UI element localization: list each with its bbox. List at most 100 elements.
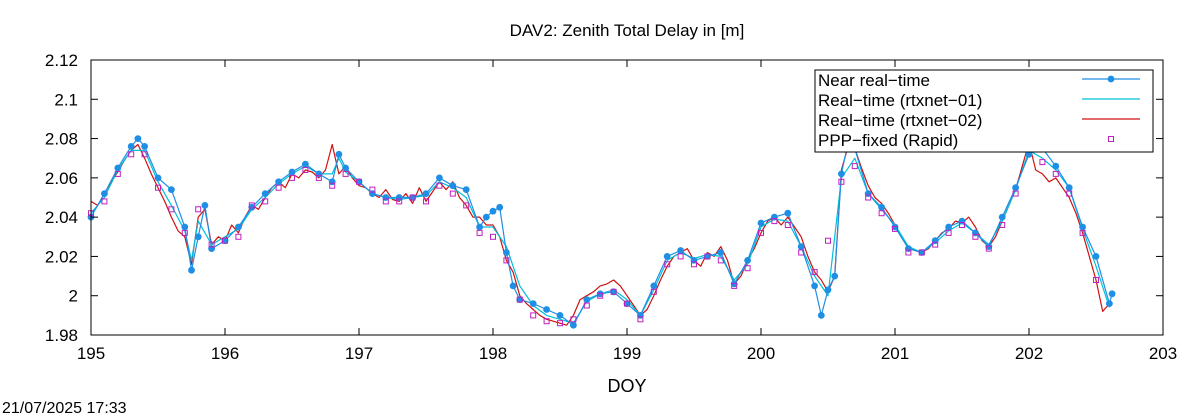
series-marker-3-33: [530, 312, 537, 319]
series-point-0-22: [335, 150, 343, 158]
x-tick-label-1: 196: [211, 344, 239, 363]
series-line-1: [90, 149, 1110, 324]
series-point-0-86: [1092, 253, 1100, 260]
series-point-0-8: [181, 223, 189, 231]
series-marker-3-62: [918, 249, 925, 256]
series-point-0-5: [141, 143, 149, 150]
series-point-0-40: [529, 300, 537, 307]
series-point-0-53: [704, 253, 711, 260]
series-marker-3-63: [932, 241, 939, 248]
series-point-0-23: [342, 164, 349, 172]
series-marker-3-49: [744, 265, 751, 272]
series-point-0-1: [101, 190, 108, 198]
series-marker-3-30: [490, 233, 496, 240]
series-marker-3-46: [704, 253, 711, 260]
legend-box: [814, 69, 1154, 153]
series-point-0-15: [248, 203, 256, 211]
series-point-0-17: [275, 178, 282, 186]
series-point-0-31: [449, 182, 457, 190]
series-marker-3-47: [717, 257, 724, 264]
y-tick-label-0: 1.98: [45, 326, 78, 345]
series-point-0-50: [663, 253, 671, 260]
series-marker-3-60: [892, 225, 898, 232]
series-point-0-57: [757, 219, 765, 227]
x-tick-label-2: 197: [345, 344, 373, 363]
series-marker-3-5: [155, 184, 161, 191]
series-point-0-13: [221, 237, 229, 245]
series-marker-3-9: [208, 241, 215, 248]
series-marker-3-59: [878, 210, 885, 217]
legend-label-0: Near real−time: [818, 71, 930, 90]
legend-label-3: PPP−fixed (Rapid): [818, 131, 958, 150]
series-marker-3-3: [128, 151, 135, 158]
series-point-0-14: [235, 223, 242, 231]
series-marker-3-22: [382, 198, 389, 205]
series-marker-3-13: [262, 198, 269, 205]
x-tick-label-8: 203: [1149, 344, 1177, 363]
y-tick-label-7: 2.12: [45, 51, 78, 70]
series-marker-3-35: [557, 320, 563, 327]
series-marker-3-43: [664, 261, 671, 268]
series-marker-3-16: [302, 167, 309, 173]
series-marker-3-29: [476, 229, 483, 236]
series-marker-3-23: [396, 198, 403, 205]
series-marker-3-75: [1093, 277, 1099, 283]
series-point-0-30: [436, 174, 443, 182]
legend-label-1: Real−time (rtxnet−01): [818, 91, 982, 110]
series-marker-3-38: [597, 292, 604, 299]
series-marker-3-44: [677, 253, 684, 260]
series-marker-3-48: [731, 282, 738, 289]
series-point-0-46: [610, 288, 617, 296]
series-marker-3-15: [289, 174, 295, 181]
series-1: [90, 149, 1110, 324]
series-point-0-35: [489, 207, 497, 215]
series-marker-3-4: [141, 151, 148, 158]
series-marker-3-14: [275, 184, 282, 191]
series-point-0-28: [409, 194, 416, 201]
series-marker-3-37: [583, 302, 590, 309]
series-point-0-69: [878, 203, 885, 211]
series-marker-3-73: [1066, 190, 1073, 197]
series-marker-3-71: [1039, 159, 1046, 166]
series-point-0-36: [496, 203, 504, 211]
series-point-0-45: [596, 290, 604, 298]
series-point-0-79: [1012, 184, 1019, 192]
series-marker-3-64: [945, 229, 952, 236]
series-marker-3-45: [691, 261, 697, 268]
series-point-0-11: [201, 202, 209, 209]
series-point-0-63: [824, 286, 832, 294]
series-point-0-10: [194, 233, 202, 241]
series-point-0-84: [1065, 184, 1073, 192]
series-point-0-41: [543, 306, 550, 313]
series-marker-3-19: [342, 170, 349, 177]
series-point-0-44: [583, 296, 591, 303]
series-marker-3-36: [570, 316, 577, 323]
series-point-0-87: [1106, 300, 1113, 307]
series-marker-3-66: [972, 233, 979, 240]
series-marker-3-28: [463, 202, 470, 209]
series-point-0-62: [817, 312, 825, 319]
x-tick-label-5: 200: [747, 344, 775, 363]
x-tick-label-3: 198: [479, 344, 507, 363]
series-point-0-80: [1025, 150, 1033, 158]
series-point-0-51: [677, 247, 684, 254]
series-marker-3-51: [771, 218, 778, 225]
series-point-0-39: [516, 296, 524, 303]
series-marker-3-8: [195, 206, 202, 213]
series-point-0-34: [482, 213, 490, 221]
x-tick-label-7: 202: [1015, 344, 1043, 363]
series-marker-3-55: [825, 237, 831, 244]
series-point-0-7: [168, 186, 175, 194]
series-marker-3-27: [449, 190, 456, 197]
y-tick-label-3: 2.04: [45, 208, 78, 227]
series-point-0-24: [355, 178, 363, 186]
series-point-0-78: [998, 213, 1006, 221]
series-marker-3-32: [516, 296, 523, 303]
series-marker-3-21: [369, 186, 376, 193]
series-marker-3-24: [409, 194, 416, 201]
y-tick-label-2: 2.02: [45, 247, 78, 266]
series-point-0-19: [302, 160, 309, 168]
x-tick-label-6: 201: [881, 344, 909, 363]
